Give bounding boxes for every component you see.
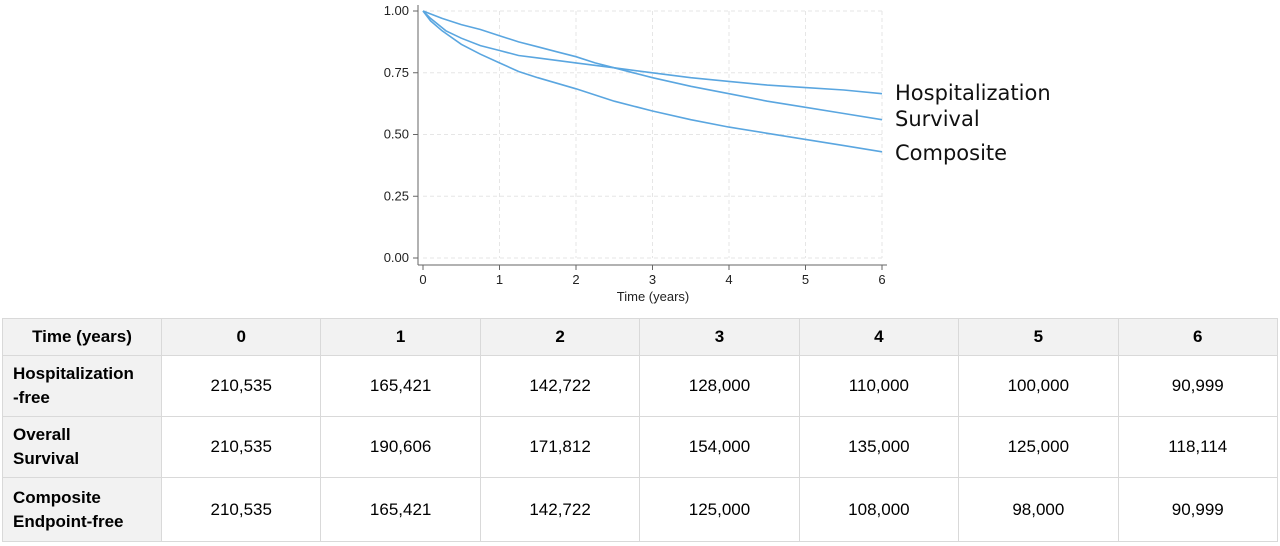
column-header: 4: [798, 318, 960, 356]
table-row: Hospitalization -free 210,535 165,421 14…: [2, 355, 1279, 417]
table-cell: 165,421: [320, 477, 481, 542]
table-row: Composite Endpoint-free 210,535 165,421 …: [2, 477, 1279, 542]
table-cell: 128,000: [639, 355, 800, 417]
table-cell: 142,722: [479, 355, 641, 417]
table-header-row: Time (years) 0 1 2 3 4 5 6: [2, 318, 1279, 356]
table-cell: 171,812: [479, 416, 641, 478]
x-tick-label: 2: [572, 272, 579, 287]
table-cell: 118,114: [1117, 416, 1279, 478]
table-cell: 190,606: [320, 416, 481, 478]
row-label: Overall Survival: [2, 416, 162, 478]
column-header: 5: [958, 318, 1119, 356]
table-header-label: Time (years): [2, 318, 162, 356]
series-label-hospitalization: Hospitalization: [895, 81, 1051, 105]
column-header: 6: [1117, 318, 1279, 356]
numbers-at-risk-table: Time (years) 0 1 2 3 4 5 6 Hospitalizati…: [2, 318, 1279, 542]
survival-chart: 0.00 0.25 0.50 0.75 1.00 0 1 2 3 4 5 6 Hospitalizat…: [384, 3, 1051, 304]
series-line-hospitalization: [422, 10, 883, 95]
chart-axes: 0.00 0.25 0.50 0.75 1.00 0 1 2 3 4 5 6: [384, 3, 887, 287]
column-header: 0: [160, 318, 322, 356]
table-cell: 135,000: [798, 416, 960, 478]
chart-grid: [423, 10, 883, 259]
x-tick-label: 6: [878, 272, 885, 287]
x-tick-label: 4: [725, 272, 732, 287]
table-cell: 98,000: [958, 477, 1119, 542]
x-tick-label: 0: [419, 272, 426, 287]
table-cell: 125,000: [639, 477, 800, 542]
table-cell: 154,000: [639, 416, 800, 478]
table-cell: 210,535: [160, 416, 322, 478]
table-cell: 90,999: [1117, 355, 1279, 417]
x-axis-title: Time (years): [617, 289, 689, 304]
x-tick-label: 3: [649, 272, 656, 287]
row-label: Hospitalization -free: [2, 355, 162, 417]
y-tick-label: 1.00: [384, 3, 409, 18]
chart-series: [422, 10, 883, 153]
table-cell: 165,421: [320, 355, 481, 417]
y-tick-label: 0.75: [384, 65, 409, 80]
y-tick-label: 0.50: [384, 127, 409, 142]
series-line-survival: [422, 10, 883, 121]
table-row: Overall Survival 210,535 190,606 171,812…: [2, 416, 1279, 478]
table-cell: 142,722: [479, 477, 641, 542]
series-label-composite: Composite: [895, 141, 1007, 165]
table-cell: 100,000: [958, 355, 1119, 417]
series-line-composite: [422, 10, 883, 153]
column-header: 1: [320, 318, 481, 356]
x-tick-label: 1: [496, 272, 503, 287]
column-header: 3: [639, 318, 800, 356]
y-tick-label: 0.00: [384, 250, 409, 265]
table-cell: 210,535: [160, 355, 322, 417]
table-cell: 108,000: [798, 477, 960, 542]
column-header: 2: [479, 318, 641, 356]
table-cell: 110,000: [798, 355, 960, 417]
y-tick-label: 0.25: [384, 188, 409, 203]
x-tick-label: 5: [802, 272, 809, 287]
series-label-survival: Survival: [895, 107, 980, 131]
table-cell: 210,535: [160, 477, 322, 542]
row-label: Composite Endpoint-free: [2, 477, 162, 542]
table-cell: 125,000: [958, 416, 1119, 478]
table-cell: 90,999: [1117, 477, 1279, 542]
